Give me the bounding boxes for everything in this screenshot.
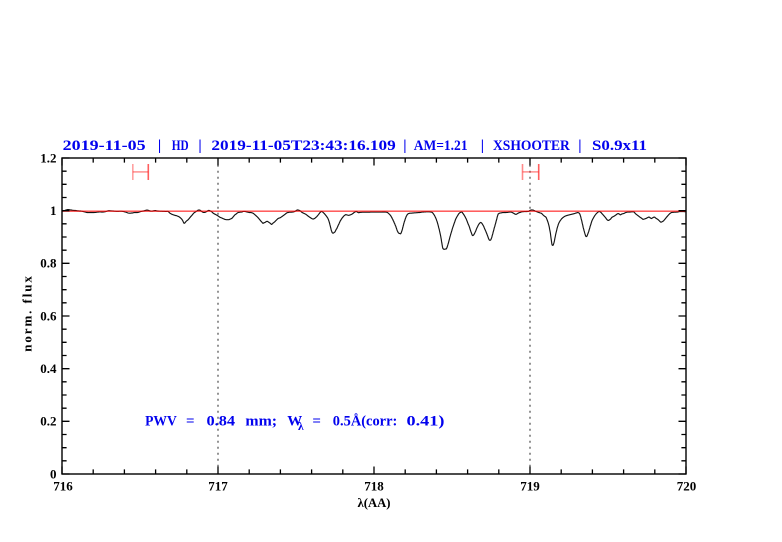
svg-text:0.6: 0.6: [40, 308, 57, 323]
svg-text:719: 719: [520, 479, 540, 494]
svg-text:2019-11-05|HD|2019-11-05T23:43: 2019-11-05 | HD | 2019-11-05T23:43:16.109 | AM…: [63, 138, 647, 154]
svg-text:λ(AA): λ(AA): [358, 495, 391, 510]
svg-text:717: 717: [208, 479, 228, 494]
svg-text:0.2: 0.2: [40, 414, 56, 429]
svg-text:0.4: 0.4: [40, 361, 57, 376]
svg-text:0.8: 0.8: [40, 256, 57, 271]
svg-text:716: 716: [53, 479, 73, 494]
svg-text:718: 718: [364, 479, 384, 494]
svg-text:1: 1: [50, 203, 57, 218]
svg-text:0: 0: [50, 466, 57, 481]
svg-text:720: 720: [677, 479, 697, 494]
svg-text:norm. flux: norm. flux: [20, 274, 35, 352]
svg-text:1.2: 1.2: [40, 150, 56, 165]
